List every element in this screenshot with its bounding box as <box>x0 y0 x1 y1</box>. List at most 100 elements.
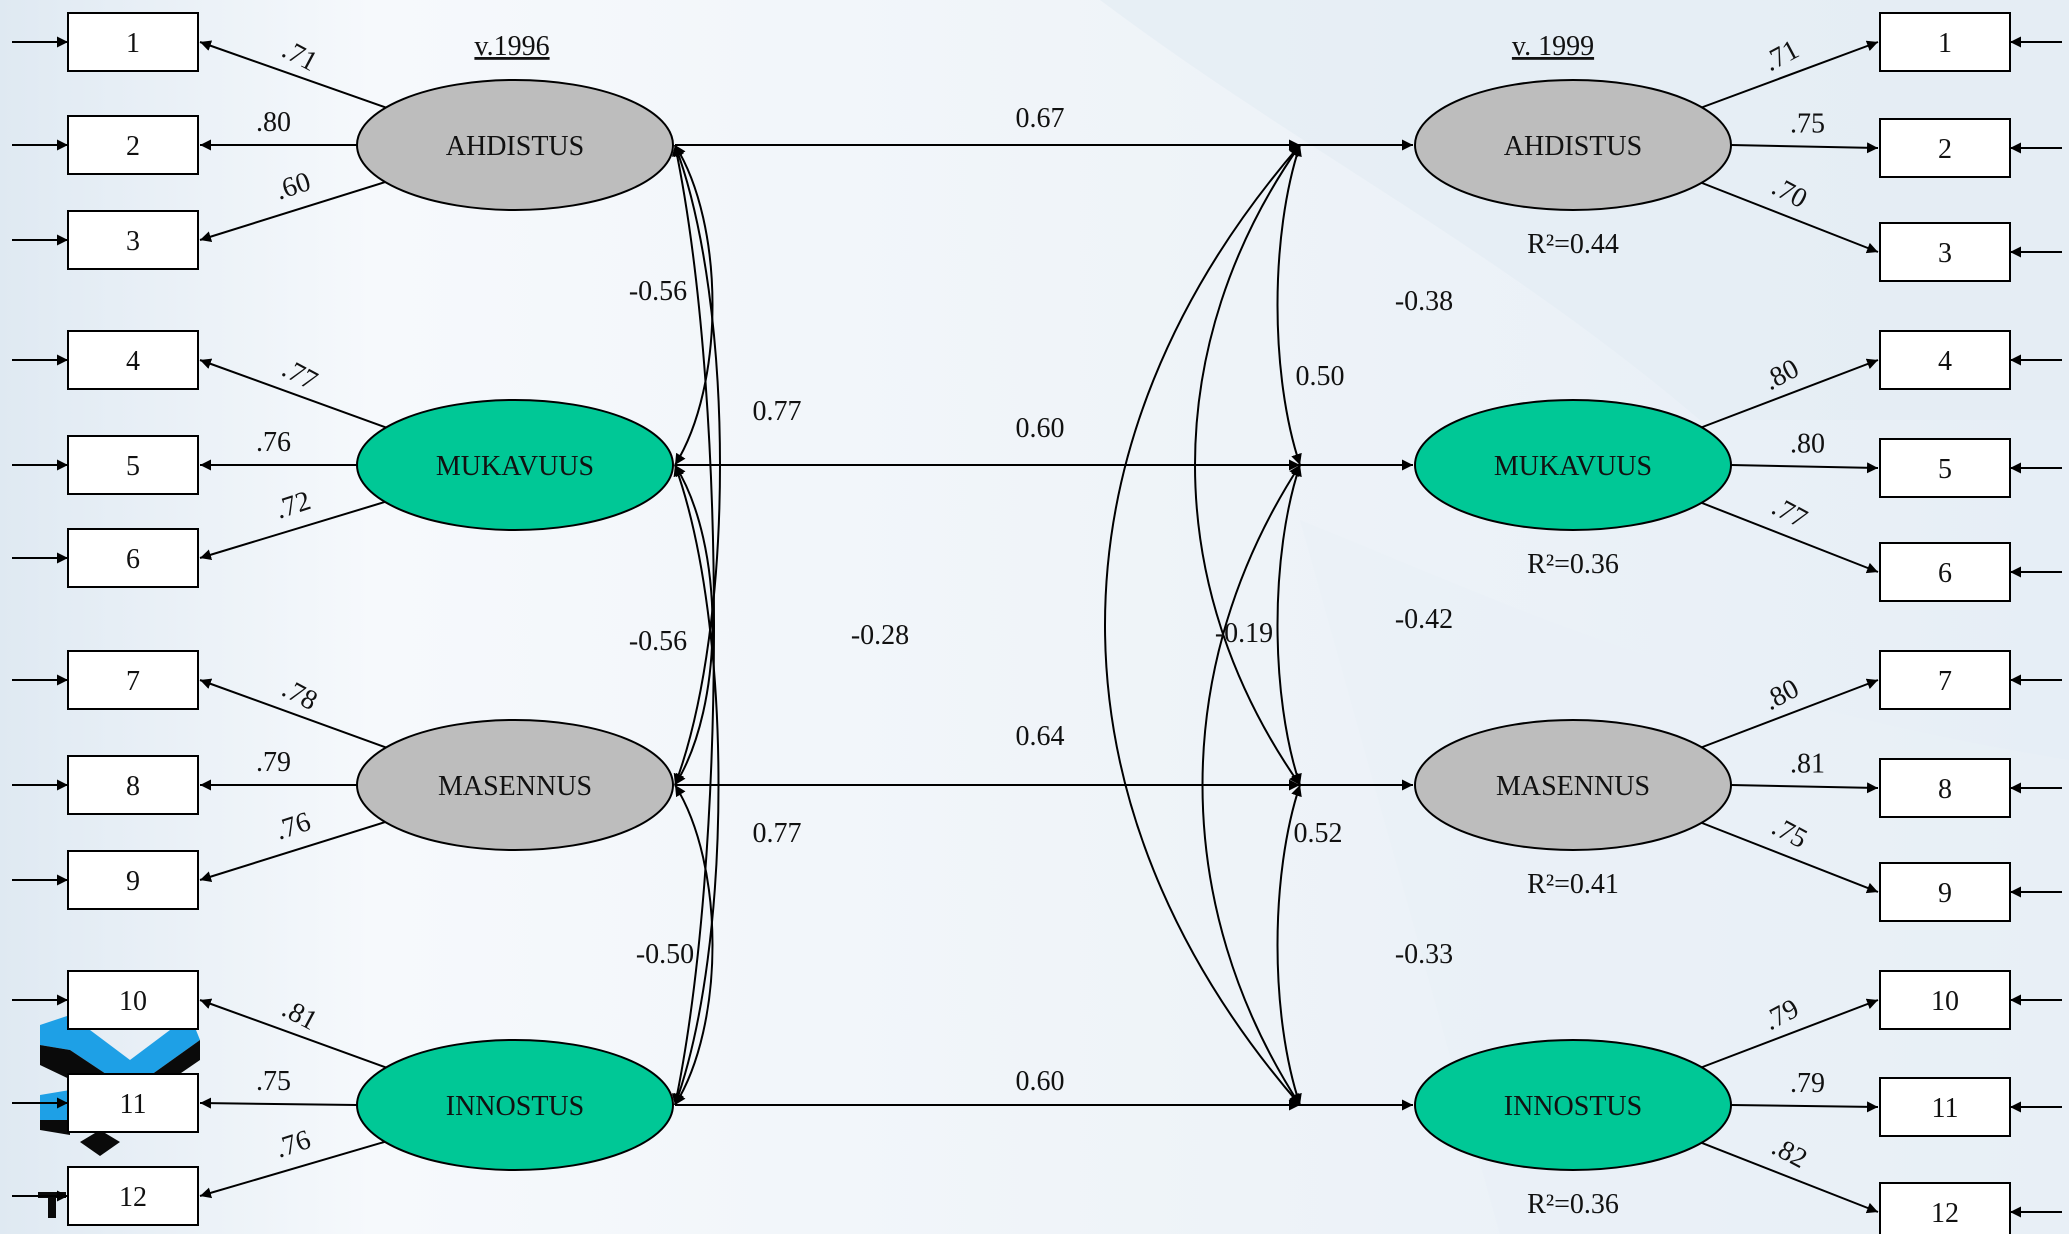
loading-label-right-2: .75 <box>1790 109 1825 140</box>
year-label-left: v.1996 <box>474 31 549 62</box>
indicator-label-right-10: 10 <box>1931 986 1959 1017</box>
indicator-label-right-9: 9 <box>1938 878 1952 909</box>
indicator-box-right-3 <box>1879 222 2011 282</box>
factor-label-left-mukavuus: MUKAVUUS <box>436 451 594 482</box>
loading-label-left-6: .72 <box>272 485 315 525</box>
factor-ellipse-left-mukavuus <box>356 399 674 531</box>
indicator-box-right-2 <box>1879 118 2011 178</box>
indicator-label-left-2: 2 <box>126 131 140 162</box>
loading-arrow-right-5 <box>1730 462 1879 474</box>
loading-arrow-right-7 <box>1686 678 1879 754</box>
indicator-box-right-11 <box>1879 1077 2011 1137</box>
indicator-label-right-5: 5 <box>1938 454 1952 485</box>
loading-label-right-3: .70 <box>1767 171 1812 215</box>
loading-arrow-right-11 <box>1730 1101 1879 1113</box>
indicator-label-left-6: 6 <box>126 544 140 575</box>
factor-label-left-innostus: INNOSTUS <box>446 1091 584 1122</box>
path-coef-masennus: 0.64 <box>1016 721 1065 752</box>
loading-arrow-right-3 <box>1686 176 1879 254</box>
loading-label-right-8: .81 <box>1790 749 1825 780</box>
loading-label-left-11: .75 <box>256 1066 291 1097</box>
corr-right-muk-mas: -0.42 <box>1395 604 1453 635</box>
corr-left-muk-inn: 0.77 <box>753 818 802 849</box>
corr-arc-left-mas-inn <box>674 784 714 1106</box>
loading-arrow-left-3 <box>199 176 402 242</box>
indicator-box-left-7 <box>67 650 199 710</box>
loading-arrow-left-4 <box>199 358 402 434</box>
loading-label-right-12: .82 <box>1767 1131 1812 1175</box>
corr-arc-left-ahd-mas <box>673 144 721 786</box>
loading-label-left-3: .60 <box>272 166 315 206</box>
factor-label-right-ahdistus: AHDISTUS <box>1504 131 1642 162</box>
indicator-label-left-11: 11 <box>120 1089 147 1120</box>
indicator-box-left-4 <box>67 330 199 390</box>
indicator-box-right-6 <box>1879 542 2011 602</box>
corr-arc-right-mas-inn <box>1276 784 1302 1106</box>
indicator-label-right-2: 2 <box>1938 134 1952 165</box>
loading-arrow-left-12 <box>199 1136 402 1199</box>
loading-arrow-left-6 <box>199 496 402 561</box>
year-label-right: v. 1999 <box>1512 31 1594 62</box>
factor-ellipse-right-ahdistus <box>1414 79 1732 211</box>
corr-arc-right-ahd-muk <box>1276 144 1302 466</box>
loading-arrow-right-1 <box>1686 40 1879 114</box>
corr-arc-left-muk-mas <box>674 464 714 786</box>
path-coef-ahdistus: 0.67 <box>1016 103 1065 134</box>
factor-ellipse-right-mukavuus <box>1414 399 1732 531</box>
factor-ellipse-right-innostus <box>1414 1039 1732 1171</box>
indicator-label-right-11: 11 <box>1932 1093 1959 1124</box>
corr-right-ahd-muk: -0.38 <box>1395 286 1453 317</box>
indicator-label-left-4: 4 <box>126 346 140 377</box>
indicator-box-right-5 <box>1879 438 2011 498</box>
indicator-box-right-1 <box>1879 12 2011 72</box>
factor-label-right-innostus: INNOSTUS <box>1504 1091 1642 1122</box>
indicator-box-right-9 <box>1879 862 2011 922</box>
factor-label-left-masennus: MASENNUS <box>438 771 592 802</box>
indicator-label-left-7: 7 <box>126 666 140 697</box>
corr-right-mas-inn-b: -0.33 <box>1395 939 1453 970</box>
indicator-box-left-10 <box>67 970 199 1030</box>
diagram-shapes: 1.712.803.60AHDISTUS4.775.766.72MUKAVUUS… <box>67 12 2011 1234</box>
connection-lines <box>12 36 2062 1218</box>
loading-label-left-12: .76 <box>272 1124 315 1164</box>
corr-right-mas-inn: 0.52 <box>1294 818 1343 849</box>
corr-arc-left-ahd-muk <box>674 144 714 466</box>
loading-arrow-right-8 <box>1730 782 1879 794</box>
indicator-label-left-5: 5 <box>126 451 140 482</box>
factor-label-right-masennus: MASENNUS <box>1496 771 1650 802</box>
indicator-box-right-7 <box>1879 650 2011 710</box>
indicator-box-right-4 <box>1879 330 2011 390</box>
factor-ellipse-left-masennus <box>356 719 674 851</box>
loading-arrow-left-1 <box>199 40 402 114</box>
factor-ellipse-right-masennus <box>1414 719 1732 851</box>
corr-arc-left-ahd-inn <box>671 144 715 1106</box>
indicator-box-left-1 <box>67 12 199 72</box>
corr-left-ahd-inn: -0.28 <box>851 620 909 651</box>
indicator-label-right-12: 12 <box>1931 1198 1959 1229</box>
loading-arrow-left-7 <box>199 678 402 754</box>
loading-label-left-9: .76 <box>272 806 315 846</box>
loading-label-right-9: .75 <box>1767 811 1812 855</box>
r-squared-mukavuus: R²=0.36 <box>1527 549 1619 580</box>
indicator-label-right-1: 1 <box>1938 28 1952 59</box>
indicator-box-right-8 <box>1879 758 2011 818</box>
loading-label-left-8: .79 <box>256 747 291 778</box>
indicator-label-left-8: 8 <box>126 771 140 802</box>
indicator-box-left-9 <box>67 850 199 910</box>
corr-left-ahd-muk: -0.56 <box>629 276 687 307</box>
r-squared-ahdistus: R²=0.44 <box>1527 229 1619 260</box>
indicator-label-right-7: 7 <box>1938 666 1952 697</box>
loading-label-left-5: .76 <box>256 427 291 458</box>
factor-ellipse-left-ahdistus <box>356 79 674 211</box>
indicator-label-right-6: 6 <box>1938 558 1952 589</box>
indicator-box-right-10 <box>1879 970 2011 1030</box>
indicator-label-left-3: 3 <box>126 226 140 257</box>
indicator-box-left-3 <box>67 210 199 270</box>
corr-arc-right-ahd-mas <box>1194 144 1301 786</box>
loading-arrow-right-6 <box>1686 496 1879 574</box>
corr-right-muk-inn: -0.19 <box>1215 618 1273 649</box>
r-squared-innostus: R²=0.36 <box>1527 1189 1619 1220</box>
corr-left-ahd-mas: 0.77 <box>753 396 802 427</box>
indicator-box-left-2 <box>67 115 199 175</box>
factor-label-right-mukavuus: MUKAVUUS <box>1494 451 1652 482</box>
